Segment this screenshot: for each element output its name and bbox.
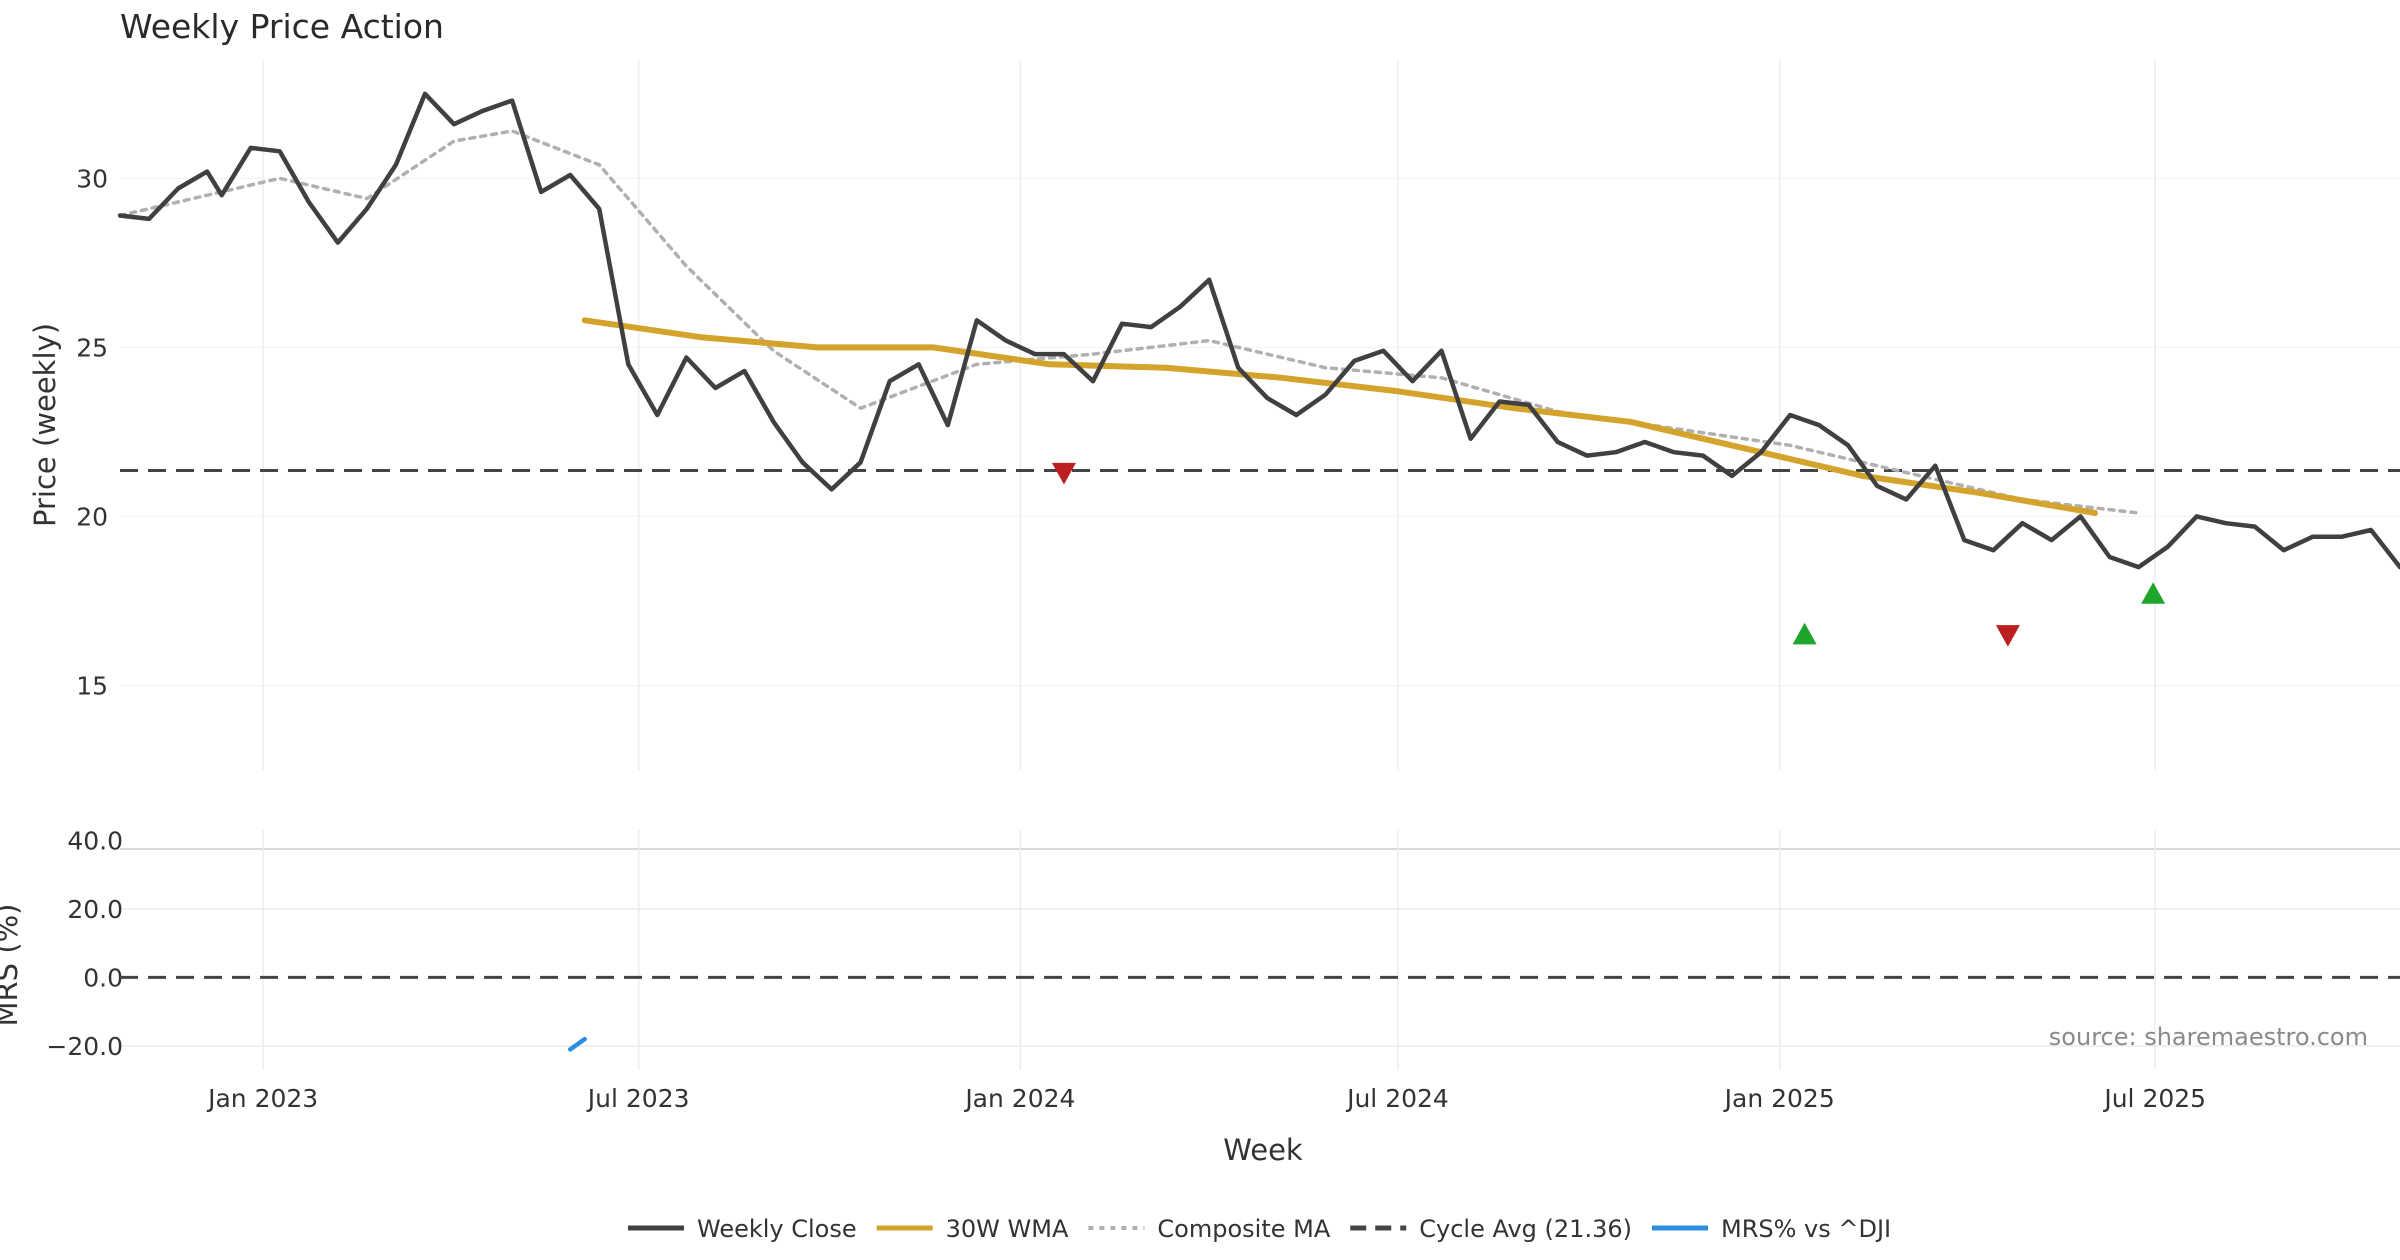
price-grid (120, 60, 2400, 770)
mrs-vs-dji-line (567, 1036, 587, 1052)
mrs-grid (120, 830, 2400, 1070)
mrs-y-tick-label: −20.0 (46, 1032, 123, 1061)
price-y-axis-title: Price (weekly) (28, 323, 62, 527)
legend-label: MRS% vs ^DJI (1721, 1215, 1891, 1243)
weekly-close-line (117, 91, 2400, 570)
mrs-y-tick-label: 20.0 (67, 895, 123, 924)
price-y-tick-label: 15 (76, 671, 108, 700)
composite-ma-line (118, 129, 2141, 515)
mrs-series (567, 1036, 587, 1052)
30w-wma-line (581, 317, 2098, 516)
price-series (117, 91, 2400, 570)
mrs-y-ticks: 40.0 20.0 0.0 −20.0 (46, 826, 123, 1061)
buy-signal-marker (2141, 582, 2166, 604)
source-note: source: sharemaestro.com (2049, 1023, 2368, 1051)
x-tick-label: Jul 2025 (2102, 1084, 2206, 1113)
chart-title: Weekly Price Action (120, 7, 444, 46)
price-y-tick-label: 30 (76, 164, 108, 193)
sell-signal-marker (1995, 625, 2020, 647)
mrs-y-tick-label: 0.0 (83, 963, 123, 992)
x-tick-label: Jul 2024 (1345, 1084, 1449, 1113)
legend-label: Cycle Avg (21.36) (1419, 1215, 1632, 1243)
signal-markers (1051, 462, 2166, 647)
mrs-y-tick-label: 40.0 (67, 826, 123, 855)
mrs-y-axis-title: MRS (%) (0, 904, 24, 1027)
x-axis-title: Week (1223, 1133, 1303, 1167)
legend-label: 30W WMA (946, 1215, 1069, 1243)
price-y-ticks: 15 20 25 30 (76, 164, 108, 700)
buy-signal-marker (1792, 622, 1817, 645)
legend-label: Weekly Close (697, 1215, 857, 1243)
mrs-panel: 40.0 20.0 0.0 −20.0 MRS (%) source: sharema… (0, 826, 2400, 1070)
price-y-tick-label: 25 (76, 333, 108, 362)
sell-signal-marker (1051, 462, 1076, 485)
price-panel: 15 20 25 30 Price (weekly) (28, 60, 2400, 770)
x-tick-label: Jul 2023 (586, 1084, 690, 1113)
x-tick-label: Jan 2025 (1723, 1084, 1835, 1113)
x-tick-label: Jan 2024 (963, 1084, 1075, 1113)
legend: Weekly Close 30W WMA Composite MA Cycle Avg… (628, 1215, 1891, 1243)
x-tick-label: Jan 2023 (206, 1084, 318, 1113)
x-axis-ticks: Jan 2023 Jul 2023 Jan 2024 Jul 2024 Jan 2025… (206, 1084, 2206, 1113)
price-y-tick-label: 20 (76, 502, 108, 531)
legend-label: Composite MA (1157, 1215, 1330, 1243)
